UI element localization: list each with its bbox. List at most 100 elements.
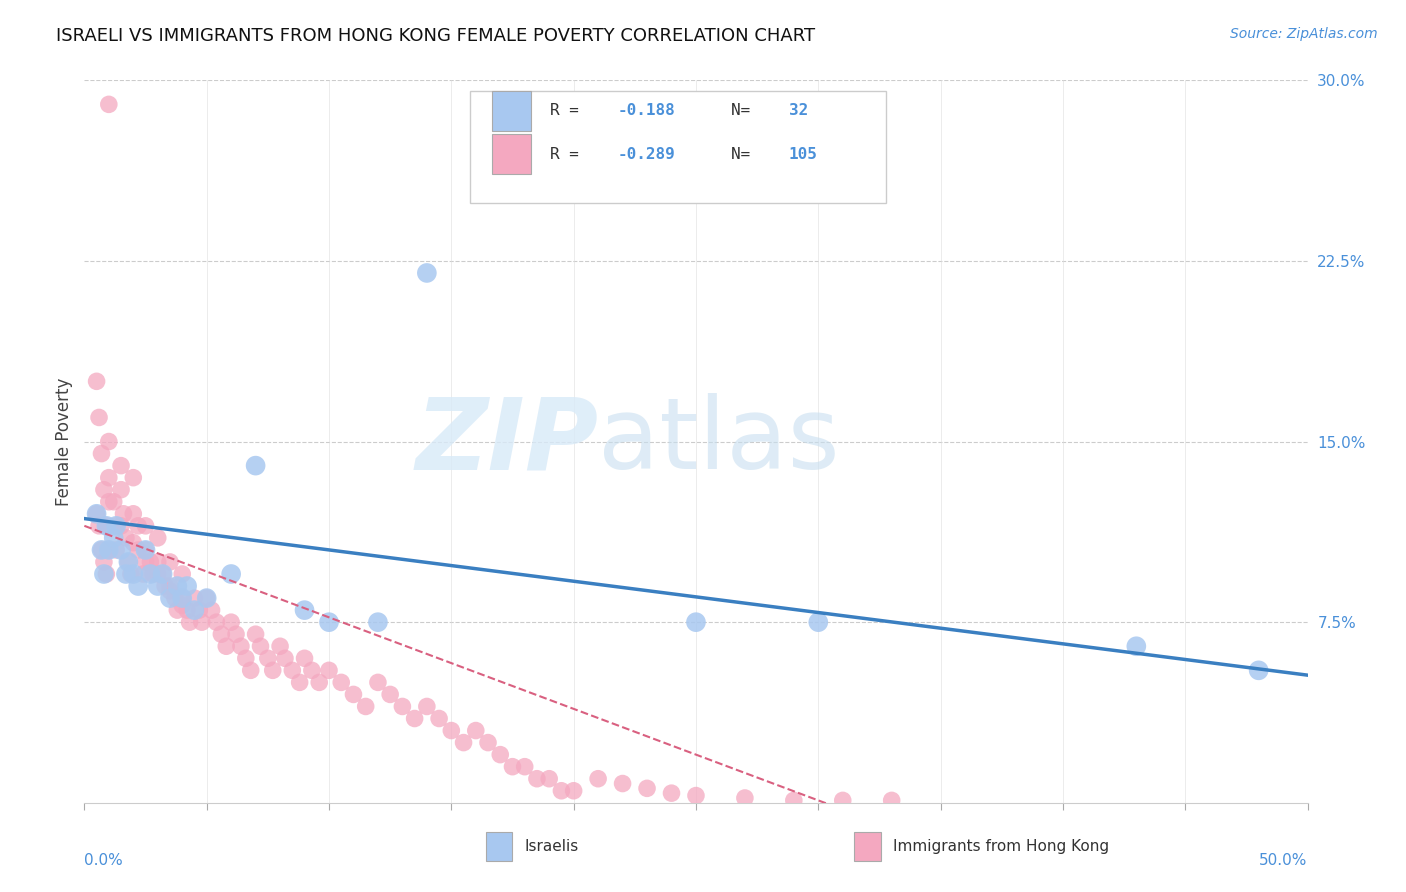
Point: [367, 675, 389, 690]
Point: [135, 555, 157, 569]
Point: [464, 723, 486, 738]
Point: [807, 615, 830, 630]
Text: -0.289: -0.289: [617, 147, 675, 161]
Point: [86, 374, 108, 388]
Point: [97, 542, 120, 557]
Point: [257, 651, 280, 665]
Point: [105, 518, 128, 533]
Point: [489, 747, 512, 762]
Point: [281, 664, 304, 678]
Point: [115, 567, 138, 582]
Point: [367, 615, 389, 630]
Point: [734, 791, 756, 805]
Point: [96, 518, 118, 533]
Point: [262, 664, 284, 678]
Point: [1247, 664, 1270, 678]
Point: [110, 458, 132, 473]
Point: [219, 567, 242, 582]
Point: [115, 531, 138, 545]
Point: [132, 567, 155, 582]
Point: [342, 687, 364, 701]
Point: [172, 599, 194, 613]
Point: [176, 603, 198, 617]
Point: [153, 579, 176, 593]
Point: [127, 518, 149, 533]
Point: [391, 699, 413, 714]
Point: [139, 555, 162, 569]
Point: [122, 507, 145, 521]
Point: [87, 518, 110, 533]
Point: [117, 555, 139, 569]
Point: [146, 579, 169, 593]
Point: [562, 784, 585, 798]
Point: [146, 531, 169, 545]
FancyBboxPatch shape: [492, 135, 531, 174]
Point: [229, 639, 252, 653]
Point: [301, 664, 323, 678]
Point: [219, 615, 242, 630]
Point: [110, 483, 132, 497]
Text: -0.188: -0.188: [617, 103, 675, 119]
Point: [195, 591, 218, 605]
Text: R =: R =: [550, 147, 589, 161]
Text: ZIP: ZIP: [415, 393, 598, 490]
Point: [586, 772, 609, 786]
Point: [225, 627, 247, 641]
Point: [416, 266, 439, 280]
Point: [380, 687, 402, 701]
Point: [103, 531, 125, 545]
Text: 105: 105: [789, 147, 818, 161]
Point: [152, 567, 174, 582]
Point: [93, 483, 115, 497]
Point: [404, 712, 426, 726]
Point: [135, 518, 157, 533]
Point: [685, 789, 707, 803]
Point: [661, 786, 683, 800]
Point: [152, 567, 174, 582]
Point: [122, 567, 145, 582]
Point: [502, 760, 524, 774]
Point: [93, 567, 115, 582]
Point: [97, 542, 120, 557]
Point: [294, 603, 316, 617]
Point: [427, 712, 450, 726]
Point: [288, 675, 311, 690]
Point: [86, 507, 108, 521]
Point: [122, 470, 145, 484]
Point: [172, 591, 194, 605]
Point: [440, 723, 463, 738]
Point: [239, 664, 262, 678]
Point: [142, 567, 165, 582]
Point: [880, 793, 903, 807]
Point: [122, 535, 145, 549]
Point: [783, 793, 806, 807]
FancyBboxPatch shape: [470, 91, 886, 203]
Point: [550, 784, 572, 798]
Point: [117, 555, 139, 569]
Point: [93, 555, 115, 569]
Point: [96, 518, 118, 533]
Point: [526, 772, 548, 786]
Point: [120, 567, 142, 582]
Point: [183, 603, 205, 617]
Point: [163, 591, 186, 605]
Point: [831, 793, 853, 807]
Point: [159, 591, 181, 605]
Point: [103, 494, 125, 508]
Text: 50.0%: 50.0%: [1260, 854, 1308, 869]
Text: Israelis: Israelis: [524, 838, 579, 854]
Point: [330, 675, 353, 690]
FancyBboxPatch shape: [492, 91, 531, 131]
Point: [188, 603, 211, 617]
Point: [135, 542, 157, 557]
FancyBboxPatch shape: [485, 831, 513, 861]
Point: [245, 627, 267, 641]
Point: [200, 603, 222, 617]
Point: [135, 542, 157, 557]
Point: [215, 639, 238, 653]
Point: [97, 97, 120, 112]
Point: [195, 591, 218, 605]
Point: [269, 639, 291, 653]
Point: [191, 615, 214, 630]
Text: Source: ZipAtlas.com: Source: ZipAtlas.com: [1230, 27, 1378, 41]
